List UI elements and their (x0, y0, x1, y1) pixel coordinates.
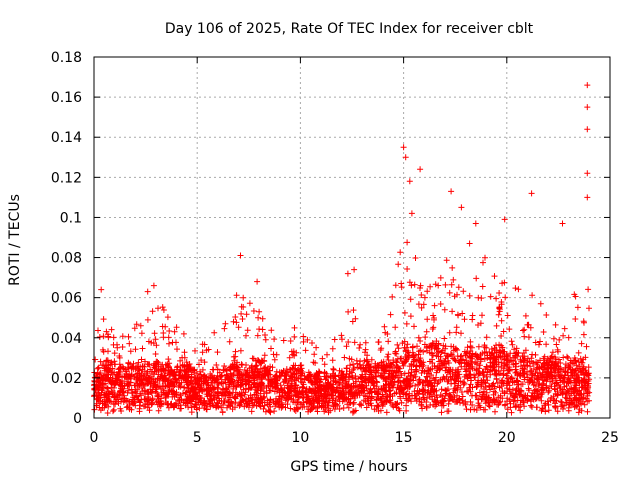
y-tick-label: 0.02 (51, 371, 82, 387)
x-tick-label: 5 (193, 430, 202, 446)
y-tick-label: 0.1 (60, 210, 82, 226)
x-tick-label: 20 (498, 430, 516, 446)
data-points (91, 82, 593, 416)
axis-ticks: 0 0.02 0.04 0.06 0.08 0.1 0.12 0.14 0.16 0.18 0 5 10… (51, 50, 619, 446)
y-tick-label: 0.16 (51, 90, 82, 106)
y-tick-label: 0.06 (51, 291, 82, 307)
chart-title: Day 106 of 2025, Rate Of TEC Index for r… (165, 21, 534, 37)
y-tick-label: 0.04 (51, 331, 82, 347)
y-tick-label: 0.14 (51, 130, 82, 146)
y-tick-label: 0.18 (51, 50, 82, 66)
y-tick-label: 0.12 (51, 170, 82, 186)
plot-frame (93, 56, 611, 419)
x-tick-label: 0 (90, 430, 99, 446)
x-tick-label: 15 (395, 430, 413, 446)
y-axis-label: ROTI / TECUs (7, 194, 23, 286)
x-tick-label: 25 (601, 430, 619, 446)
x-axis-label: GPS time / hours (290, 459, 407, 475)
scatter-markers (91, 82, 593, 416)
y-tick-label: 0.08 (51, 251, 82, 267)
y-tick-label: 0 (73, 411, 82, 427)
x-tick-label: 10 (291, 430, 309, 446)
